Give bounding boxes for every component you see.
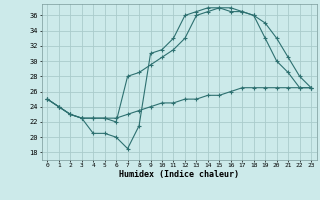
X-axis label: Humidex (Indice chaleur): Humidex (Indice chaleur) [119,170,239,179]
